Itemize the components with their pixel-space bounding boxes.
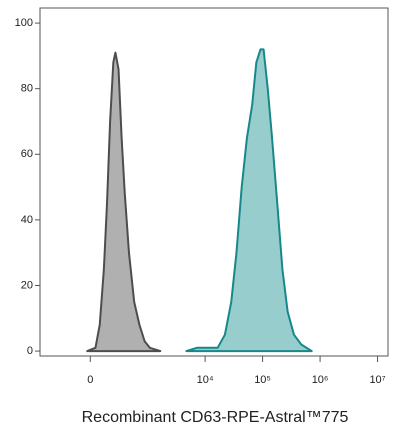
x-tick-label: 10⁵ bbox=[254, 374, 271, 386]
y-tick-label: 20 bbox=[21, 279, 33, 291]
y-tick-label: 60 bbox=[21, 148, 33, 160]
y-tick-label: 40 bbox=[21, 214, 33, 226]
x-tick-label: 10⁷ bbox=[369, 374, 385, 386]
y-tick-label: 100 bbox=[15, 17, 33, 29]
histogram-area bbox=[185, 48, 313, 353]
x-tick-label: 10⁴ bbox=[197, 374, 214, 386]
x-tick-label: 10⁶ bbox=[312, 374, 329, 386]
y-tick-label: 0 bbox=[27, 345, 33, 357]
histogram-area bbox=[86, 51, 162, 353]
y-tick-label: 80 bbox=[21, 83, 33, 95]
x-axis-label: Recombinant CD63-RPE-Astral™775 bbox=[82, 409, 349, 426]
plot-frame bbox=[39, 7, 389, 357]
x-tick-label: 0 bbox=[87, 374, 93, 386]
